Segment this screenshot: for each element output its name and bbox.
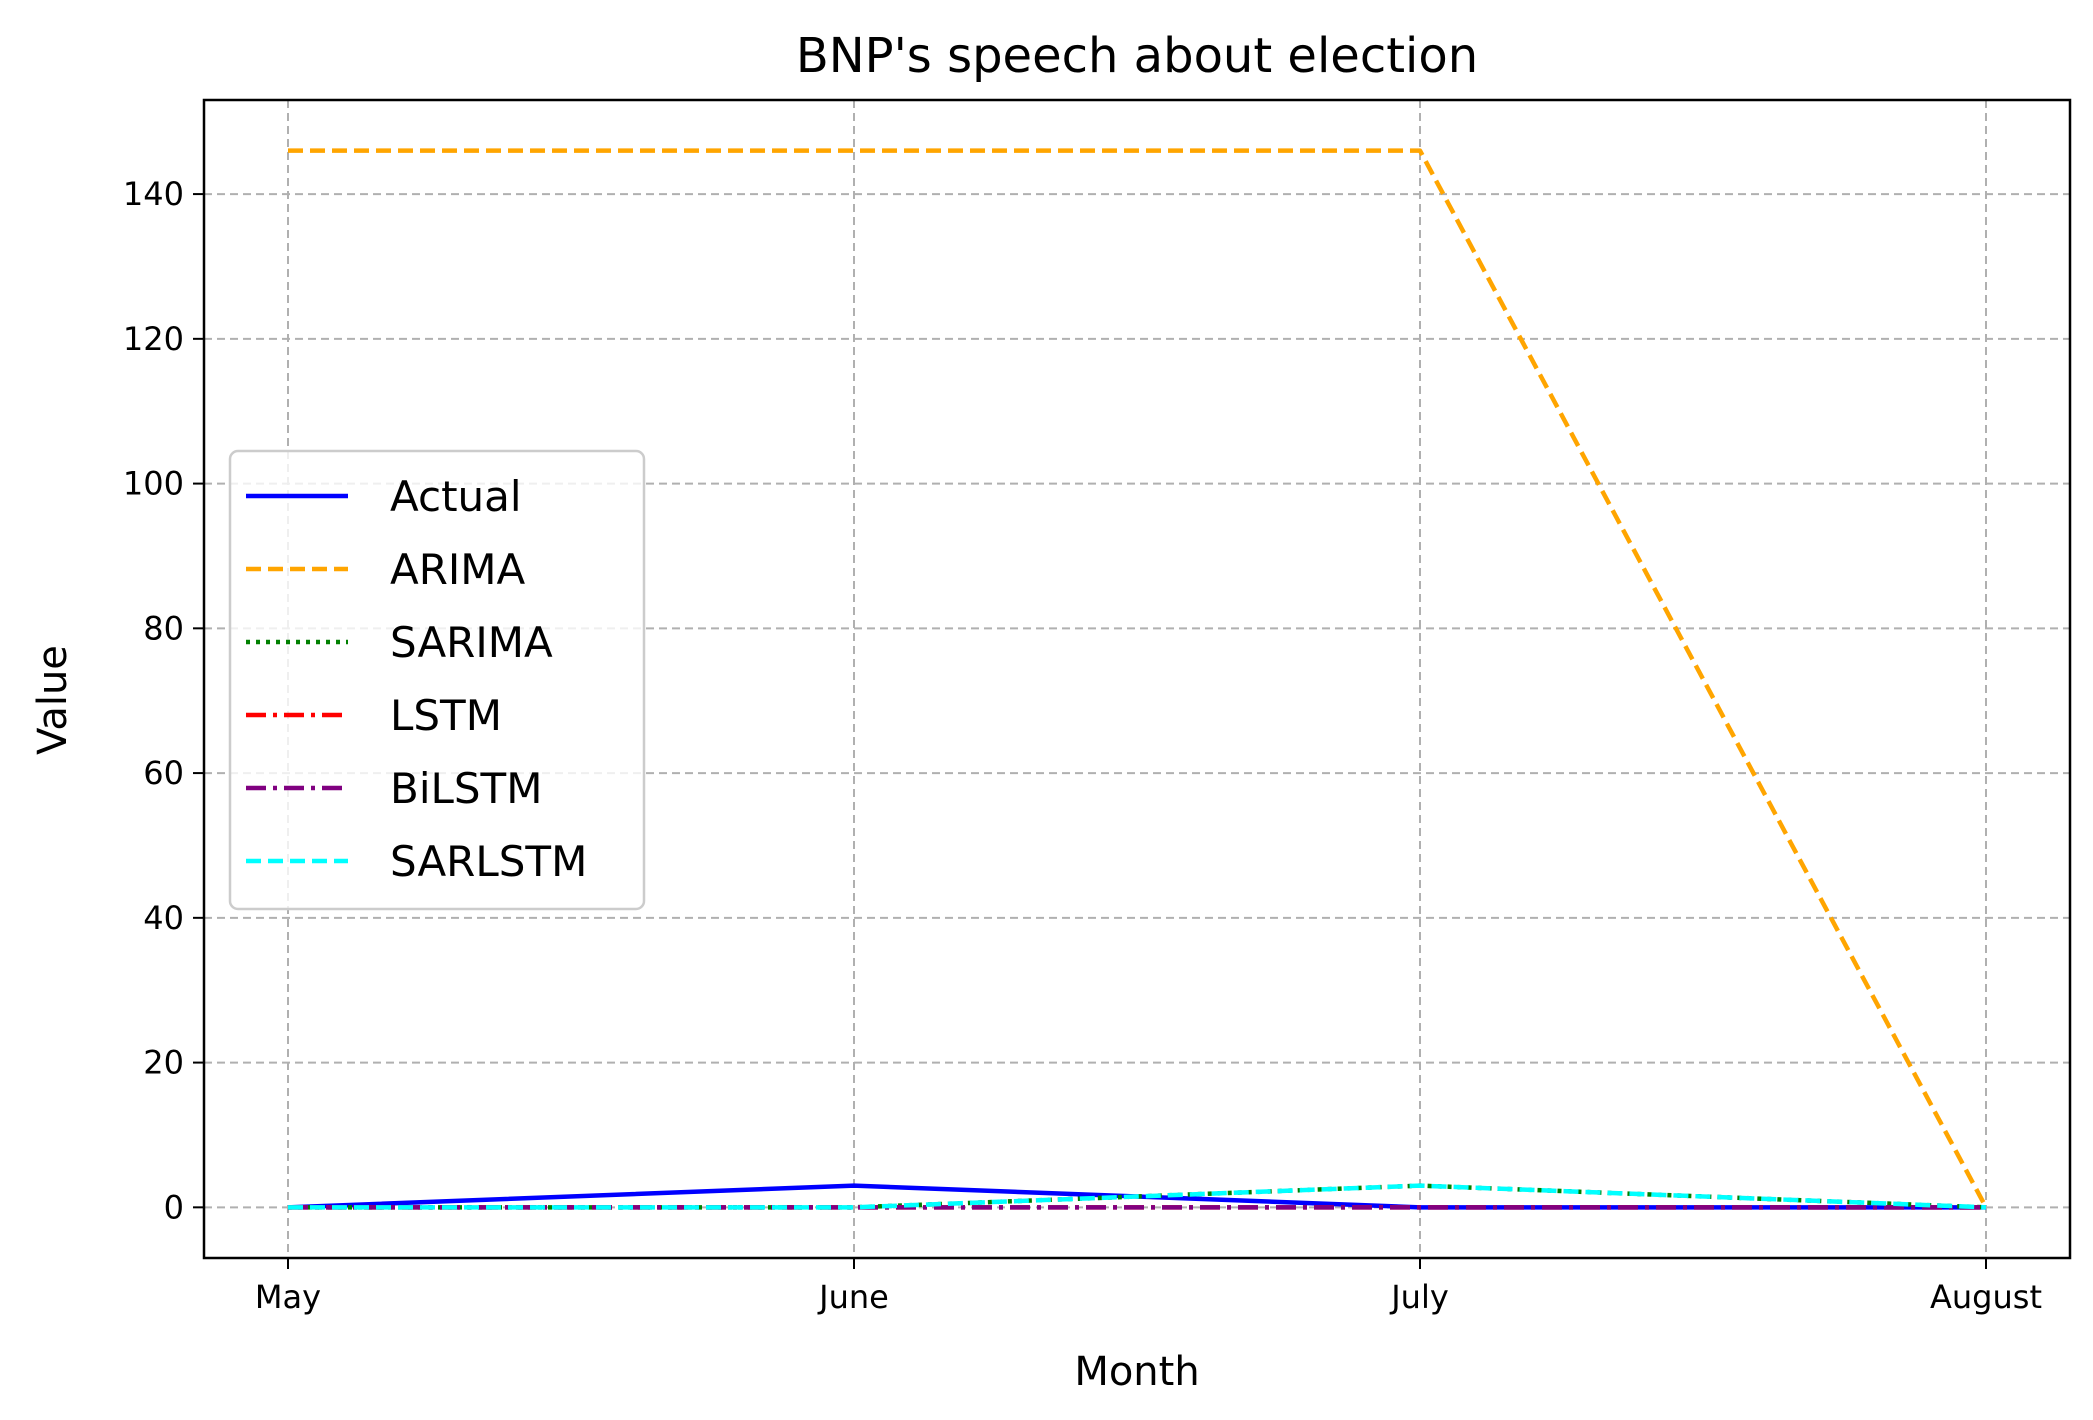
y-tick-label: 60 [143, 754, 184, 792]
y-tick-label: 0 [164, 1188, 184, 1226]
y-tick-label: 120 [123, 320, 184, 358]
y-tick-label: 140 [123, 175, 184, 213]
y-tick-label: 100 [123, 465, 184, 503]
legend-label-lstm: LSTM [390, 691, 502, 740]
x-tick-label: August [1930, 1278, 2042, 1316]
y-tick-label: 40 [143, 899, 184, 937]
plot-frame [202, 98, 2072, 1260]
legend-label-actual: Actual [390, 472, 522, 521]
y-tick-label: 20 [143, 1044, 184, 1082]
legend-label-sarima: SARIMA [390, 618, 553, 667]
series-line-arima [288, 148, 1988, 1209]
y-axis-label: Value [30, 645, 76, 755]
legend-label-bilstm: BiLSTM [390, 764, 542, 813]
y-tick-label: 80 [143, 609, 184, 647]
chart-title: BNP's speech about election [796, 28, 1478, 84]
x-tick-label: July [1389, 1278, 1449, 1316]
series-line-sarlstm [288, 1183, 1987, 1210]
legend-box [228, 449, 646, 911]
axis-ticks: May June July August 0 20 40 60 80 100 120 140 [123, 175, 2042, 1316]
x-tick-label: June [817, 1278, 889, 1316]
legend: Actual ARIMA SARIMA LSTM BiLSTM SARLSTM [228, 449, 646, 911]
x-tick-label: May [255, 1278, 321, 1316]
legend-label-arima: ARIMA [390, 545, 526, 594]
series-lines [287, 148, 1988, 1210]
x-axis-label: Month [1074, 1349, 1199, 1395]
legend-label-sarlstm: SARLSTM [390, 837, 587, 886]
